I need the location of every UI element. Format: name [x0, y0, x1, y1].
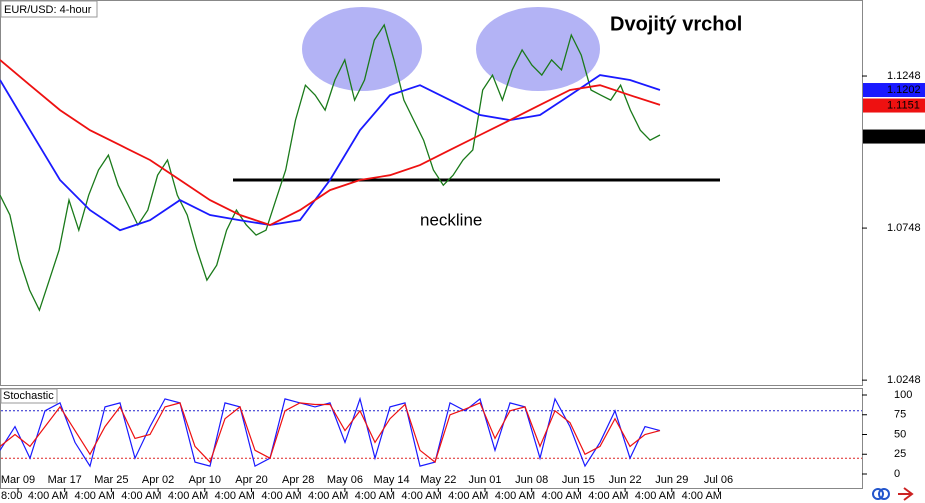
x-tick-label: Jun 01: [468, 474, 501, 486]
x-time-label: 4:00 AM: [75, 490, 115, 502]
x-time-label: 4:00 AM: [215, 490, 255, 502]
chart-title: EUR/USD: 4-hour: [4, 4, 92, 16]
stoch-title-box: [0, 388, 58, 404]
title-box: [0, 0, 98, 18]
x-time-label: 8:00: [1, 490, 22, 502]
x-tick-label: Apr 28: [282, 474, 314, 486]
stoch-line: [0, 402, 661, 464]
x-time-label: 4:00 AM: [682, 490, 722, 502]
x-time-label: 4:00 AM: [495, 490, 535, 502]
x-time-label: 4:00 AM: [588, 490, 628, 502]
x-tick-label: Jun 22: [609, 474, 642, 486]
x-tick-label: May 06: [327, 474, 363, 486]
x-tick-label: May 22: [420, 474, 456, 486]
highlight-ellipse: [476, 7, 600, 91]
y-tick-label: 1.0748: [887, 222, 921, 234]
stoch-tick-label: 25: [894, 448, 906, 460]
stoch-title: Stochastic: [3, 390, 54, 402]
last-value-label: 1.1151: [887, 99, 920, 111]
x-tick-label: May 14: [374, 474, 410, 486]
icons: [872, 487, 914, 501]
x-time-label: 4:00 AM: [28, 490, 68, 502]
stoch-tick-label: 0: [894, 468, 900, 480]
x-time-label: 4:00 AM: [168, 490, 208, 502]
highlight-ellipse: [302, 7, 422, 91]
neckline-label: neckline: [420, 210, 482, 229]
x-time-label: 4:00 AM: [261, 490, 301, 502]
last-value-box: [863, 129, 925, 144]
x-time-label: 4:00 AM: [308, 490, 348, 502]
x-time-label: 4:00 AM: [542, 490, 582, 502]
last-value-box: [863, 83, 925, 98]
x-time-label: 4:00 AM: [401, 490, 441, 502]
x-tick-label: Apr 02: [142, 474, 174, 486]
x-time-label: 4:00 AM: [121, 490, 161, 502]
stoch-tick-label: 50: [894, 428, 906, 440]
pattern-label: Dvojitý vrchol: [610, 13, 742, 35]
series-line: [0, 59, 661, 226]
x-tick-label: Apr 10: [189, 474, 221, 486]
series-line: [0, 74, 661, 232]
x-tick-label: Jun 08: [515, 474, 548, 486]
last-value-label: 1.1049: [887, 130, 921, 142]
last-value-box: [863, 98, 925, 113]
stoch-line: [0, 396, 661, 468]
stoch-tick-label: 75: [894, 409, 906, 421]
x-tick-label: Apr 20: [235, 474, 267, 486]
x-tick-label: Mar 25: [94, 474, 128, 486]
x-tick-label: Jul 06: [704, 474, 733, 486]
y-tick-label: 1.1248: [887, 70, 921, 82]
y-tick-label: 1.0248: [887, 374, 921, 386]
x-time-label: 4:00 AM: [448, 490, 488, 502]
x-tick-label: Mar 17: [48, 474, 82, 486]
stoch-tick-label: 100: [894, 389, 912, 401]
main-panel: [0, 0, 863, 386]
last-value-label: 1.1202: [887, 84, 921, 96]
series-line: [0, 23, 661, 312]
x-time-label: 4:00 AM: [355, 490, 395, 502]
x-tick-label: Mar 09: [1, 474, 35, 486]
x-tick-label: Jun 29: [655, 474, 688, 486]
x-time-label: 4:00 AM: [635, 490, 675, 502]
x-tick-label: Jun 15: [562, 474, 595, 486]
